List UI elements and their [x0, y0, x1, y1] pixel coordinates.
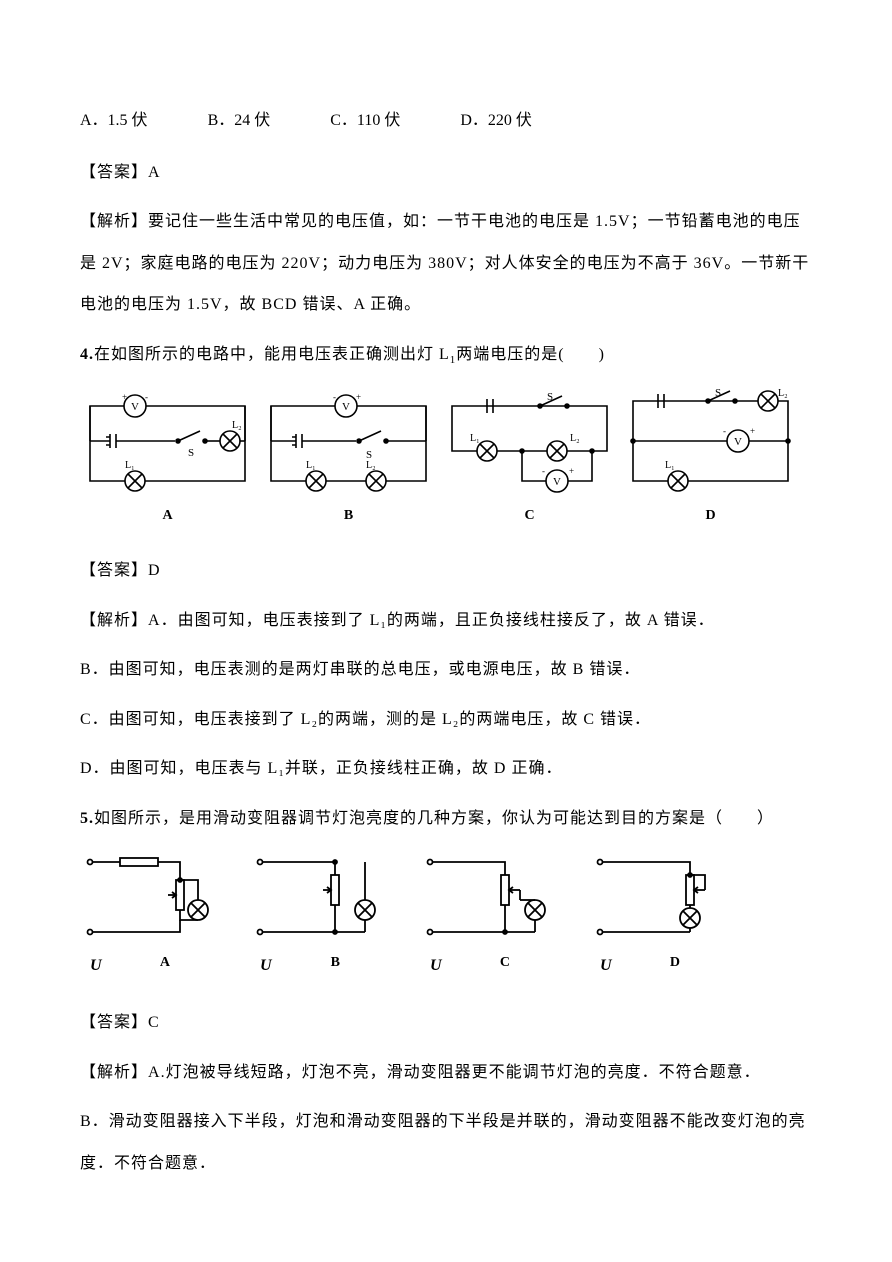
q4-suffix: 两端电压的是( ): [456, 346, 605, 363]
label-D5: D: [670, 945, 680, 987]
svg-text:L₂: L₂: [232, 420, 242, 431]
rheostat-diagram-B: U B: [250, 850, 390, 987]
label-B5: B: [331, 945, 340, 987]
svg-text:V: V: [131, 401, 139, 413]
q5-text: 如图所示，是用滑动变阻器调节灯泡亮度的几种方案，你认为可能达到目的方案是（ ）: [94, 810, 774, 827]
label-D: D: [623, 498, 798, 534]
analysis-label: 【解析】: [80, 1064, 148, 1081]
option-C: C．110 伏: [330, 100, 400, 142]
analysis-label: 【解析】: [80, 612, 148, 629]
svg-text:-: -: [542, 466, 545, 476]
q4-text: 在如图所示的电路中，能用电压表正确测出灯 L: [94, 346, 450, 363]
label-B: B: [261, 498, 436, 534]
q4-num: 4.: [80, 346, 94, 363]
q5-analysis-B: B．滑动变阻器接入下半段，灯泡和滑动变阻器的下半段是并联的，滑动变阻器不能改变灯…: [80, 1101, 812, 1184]
q4-analysis-A: 【解析】A．由图可知，电压表接到了 L₁的两端，且正负接线柱接反了，故 A 错误…: [80, 600, 812, 642]
circuit-diagram-B: V - + S L₁ L₂ B: [261, 386, 436, 534]
label-C5: C: [500, 945, 510, 987]
text-a: A．由图可知，电压表接到了 L₁的两端，且正负接线柱接反了，故 A 错误．: [148, 612, 715, 629]
svg-text:L₁: L₁: [665, 460, 675, 471]
q4-stem: 4.在如图所示的电路中，能用电压表正确测出灯 L1两端电压的是( ): [80, 334, 812, 376]
analysis-text: 要记住一些生活中常见的电压值，如：一节干电池的电压是 1.5V；一节铅蓄电池的电…: [80, 213, 809, 313]
u-label-B: U: [260, 945, 272, 987]
label-A: A: [80, 498, 255, 534]
svg-text:S: S: [715, 387, 721, 399]
q3-analysis: 【解析】要记住一些生活中常见的电压值，如：一节干电池的电压是 1.5V；一节铅蓄…: [80, 201, 812, 326]
u-label-D: U: [600, 945, 612, 987]
svg-text:L₂: L₂: [570, 433, 580, 444]
q4-analysis-B: B．由图可知，电压表测的是两灯串联的总电压，或电源电压，故 B 错误．: [80, 649, 812, 691]
label-A5: A: [160, 945, 170, 987]
analysis-label: 【解析】: [80, 213, 148, 230]
svg-text:V: V: [553, 476, 561, 488]
svg-text:L₁: L₁: [125, 460, 135, 471]
svg-text:L₁: L₁: [470, 433, 480, 444]
q4-answer: 【答案】D: [80, 550, 812, 592]
q5-stem: 5.如图所示，是用滑动变阻器调节灯泡亮度的几种方案，你认为可能达到目的方案是（ …: [80, 798, 812, 840]
svg-text:+: +: [356, 392, 361, 402]
svg-text:-: -: [145, 392, 148, 402]
svg-text:L₂: L₂: [366, 460, 376, 471]
q4-analysis-C: C．由图可知，电压表接到了 L₂的两端，测的是 L₂的两端电压，故 C 错误．: [80, 699, 812, 741]
q4-analysis-D: D．由图可知，电压表与 L₁并联，正负接线柱正确，故 D 正确．: [80, 748, 812, 790]
svg-text:-: -: [333, 392, 336, 402]
q5-answer: 【答案】C: [80, 1002, 812, 1044]
svg-text:V: V: [734, 436, 742, 448]
svg-text:+: +: [750, 426, 755, 436]
q5-num: 5.: [80, 810, 94, 827]
u-label-C: U: [430, 945, 442, 987]
rheostat-diagram-D: U D: [590, 850, 730, 987]
text-a5: A.灯泡被导线短路，灯泡不亮，滑动变阻器更不能调节灯泡的亮度．不符合题意．: [148, 1064, 761, 1081]
option-A: A．1.5 伏: [80, 100, 148, 142]
svg-text:S: S: [547, 391, 553, 403]
svg-text:S: S: [188, 447, 194, 459]
circuit-diagram-D: V - + S L₂ L₁ D: [623, 386, 798, 534]
q3-answer: 【答案】A: [80, 152, 812, 194]
option-B: B．24 伏: [208, 100, 271, 142]
circuit-diagram-A: V + - S L₂ L₁: [80, 386, 255, 534]
svg-text:V: V: [342, 401, 350, 413]
rheostat-diagram-C: U C: [420, 850, 560, 987]
q5-analysis-A: 【解析】A.灯泡被导线短路，灯泡不亮，滑动变阻器更不能调节灯泡的亮度．不符合题意…: [80, 1052, 812, 1094]
circuit-diagram-C: V - + S L₁ L₂ C: [442, 386, 617, 534]
label-C: C: [442, 498, 617, 534]
q4-diagrams: V + - S L₂ L₁: [80, 386, 812, 534]
u-label-A: U: [90, 945, 102, 987]
svg-text:+: +: [122, 392, 127, 402]
svg-text:L₁: L₁: [306, 460, 316, 471]
q3-options: A．1.5 伏 B．24 伏 C．110 伏 D．220 伏: [80, 100, 812, 142]
q5-diagrams: U A: [80, 850, 812, 987]
svg-text:-: -: [723, 426, 726, 436]
svg-text:+: +: [569, 466, 574, 476]
rheostat-diagram-A: U A: [80, 850, 220, 987]
option-D: D．220 伏: [460, 100, 532, 142]
svg-text:L₂: L₂: [778, 388, 788, 399]
